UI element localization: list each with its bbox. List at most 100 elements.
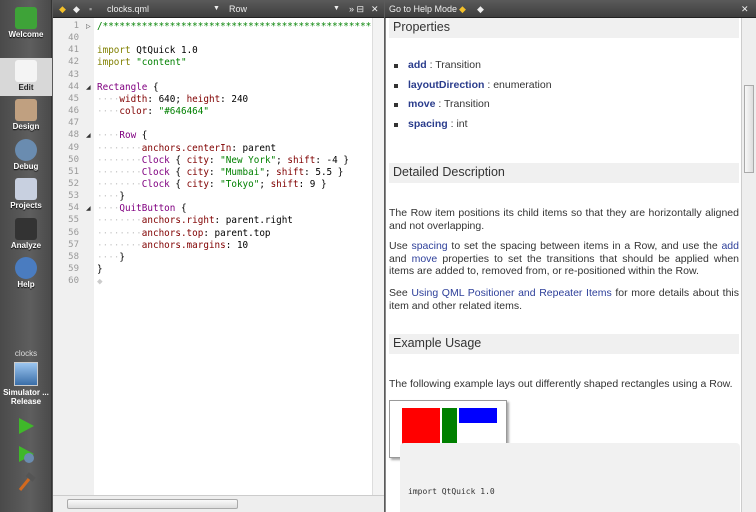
run-icon[interactable] <box>16 416 36 436</box>
code-line[interactable]: } <box>97 264 103 275</box>
property-link[interactable]: move <box>408 98 436 110</box>
target-name: Simulator ... <box>3 388 49 397</box>
code-editor[interactable] <box>94 18 372 495</box>
line-number: 60 <box>68 276 79 287</box>
code-token: : parent <box>231 142 277 154</box>
code-line[interactable]: ········Clock { city: "Mumbai"; shift: 5… <box>97 167 343 178</box>
close-icon[interactable]: ✕ <box>371 4 379 14</box>
code-line[interactable]: ········anchors.top: parent.top <box>97 228 271 239</box>
code-token: QtQuick 1.0 <box>130 45 198 57</box>
code-line[interactable]: ····color: "#646464" <box>97 106 209 117</box>
forward-icon[interactable]: ◆ <box>73 4 80 14</box>
chevron-down-icon: ▼ <box>213 5 220 12</box>
back-icon[interactable]: ◆ <box>459 4 466 14</box>
fold-marker-icon[interactable]: ◢ <box>86 133 91 140</box>
detailed-description-heading: Detailed Description <box>389 163 739 183</box>
spacing-link[interactable]: spacing <box>411 240 448 252</box>
file-selector[interactable]: clocks.qml <box>107 4 150 14</box>
code-token: ···· <box>97 130 120 142</box>
analyze-icon <box>15 218 37 240</box>
code-line[interactable]: import QtQuick 1.0 <box>97 45 198 56</box>
code-token: city <box>186 154 209 166</box>
code-token: : <box>208 178 221 190</box>
property-link[interactable]: layoutDirection <box>408 78 485 91</box>
close-icon[interactable]: ✕ <box>741 4 749 14</box>
line-number: 55 <box>68 215 79 226</box>
help-viewer: Properties add : Transition layoutDirecti… <box>385 18 741 512</box>
code-line[interactable]: Rectangle { <box>97 82 159 93</box>
code-token: { <box>147 81 159 93</box>
code-token: city <box>186 178 209 190</box>
property-link[interactable]: add <box>408 59 427 71</box>
code-line[interactable]: ◆ <box>97 276 103 287</box>
code-token: "#646464" <box>158 106 209 118</box>
target-selector[interactable]: Simulator ... Release <box>0 362 52 406</box>
code-token: ; <box>259 178 271 190</box>
code-line[interactable]: ········Clock { city: "New York"; shift:… <box>97 155 349 166</box>
line-number: 59 <box>68 264 79 274</box>
code-token: ········ <box>97 166 142 178</box>
code-token: ; <box>264 166 277 178</box>
see-also-paragraph: See Using QML Positioner and Repeater It… <box>389 287 740 312</box>
help-mode-link[interactable]: Go to Help Mode <box>389 4 458 14</box>
fold-marker-icon[interactable]: ▷ <box>86 24 91 30</box>
code-token: : 10 <box>225 239 249 251</box>
projects-icon <box>15 178 37 200</box>
code-line[interactable]: ····width: 640; height: 240 <box>97 94 248 105</box>
code-token: anchors.centerIn <box>141 142 232 154</box>
separator: : <box>435 98 444 110</box>
code-line[interactable]: import "content" <box>97 57 187 68</box>
fold-marker-icon[interactable]: ◢ <box>86 206 91 213</box>
back-icon[interactable]: ◆ <box>59 4 66 14</box>
blue-rect <box>459 408 497 423</box>
symbol-selector[interactable]: Row <box>229 4 248 14</box>
edit-icon <box>15 60 37 82</box>
code-line[interactable]: ········anchors.centerIn: parent <box>97 143 276 154</box>
code-line[interactable]: ····} <box>97 252 125 263</box>
mode-debug[interactable]: Debug <box>0 137 52 175</box>
code-token: Clock <box>141 154 170 166</box>
mode-welcome[interactable]: Welcome <box>0 5 52 43</box>
code-line[interactable]: ····} <box>97 191 125 202</box>
add-link[interactable]: add <box>721 240 739 252</box>
code-line[interactable]: ····QuitButton { <box>97 203 187 214</box>
scroll-thumb[interactable] <box>67 499 238 509</box>
split-icon[interactable]: » ⊟ <box>349 4 365 14</box>
line-number: 43 <box>68 69 79 80</box>
code-token: { <box>169 154 187 166</box>
code-line[interactable]: ········Clock { city: "Tokyo"; shift: 9 … <box>97 179 327 190</box>
editor-horizontal-scrollbar[interactable] <box>53 495 384 512</box>
scroll-thumb[interactable] <box>744 85 754 173</box>
mode-help[interactable]: Help <box>0 255 52 293</box>
property-link[interactable]: spacing <box>408 117 448 130</box>
code-token: : 9 } <box>298 178 327 190</box>
code-line[interactable]: ········anchors.right: parent.right <box>97 215 293 226</box>
code-line[interactable]: ····Row { <box>97 130 147 141</box>
fold-marker-icon[interactable]: ◢ <box>86 84 91 91</box>
debug-run-icon[interactable] <box>16 444 36 464</box>
editor-vertical-scrollbar[interactable] <box>372 18 384 495</box>
mode-edit[interactable]: Edit <box>0 58 52 96</box>
code-token: anchors.margins <box>141 239 226 251</box>
help-vertical-scrollbar[interactable] <box>741 18 756 512</box>
mode-analyze[interactable]: Analyze <box>0 216 52 254</box>
line-number: 57 <box>68 239 79 250</box>
move-link[interactable]: move <box>411 252 438 265</box>
code-token: : 640; <box>147 93 187 105</box>
red-rect <box>402 408 440 446</box>
code-token: ···· <box>97 251 120 263</box>
example-usage-heading: Example Usage <box>389 334 739 354</box>
line-number: 51 <box>68 166 79 177</box>
example-paragraph: The following example lays out different… <box>389 378 733 390</box>
properties-heading: Properties <box>389 18 739 38</box>
code-token: Clock <box>141 178 170 190</box>
positioner-link[interactable]: Using QML Positioner and Repeater Items <box>411 287 612 299</box>
code-line[interactable]: /***************************************… <box>97 21 371 32</box>
qt-logo-icon <box>15 7 37 29</box>
mode-design[interactable]: Design <box>0 97 52 135</box>
forward-icon[interactable]: ◆ <box>477 4 484 14</box>
mode-projects[interactable]: Projects <box>0 176 52 214</box>
build-hammer-icon[interactable] <box>16 472 36 492</box>
code-token: : parent.right <box>214 215 293 227</box>
code-line[interactable]: ········anchors.margins: 10 <box>97 240 248 251</box>
